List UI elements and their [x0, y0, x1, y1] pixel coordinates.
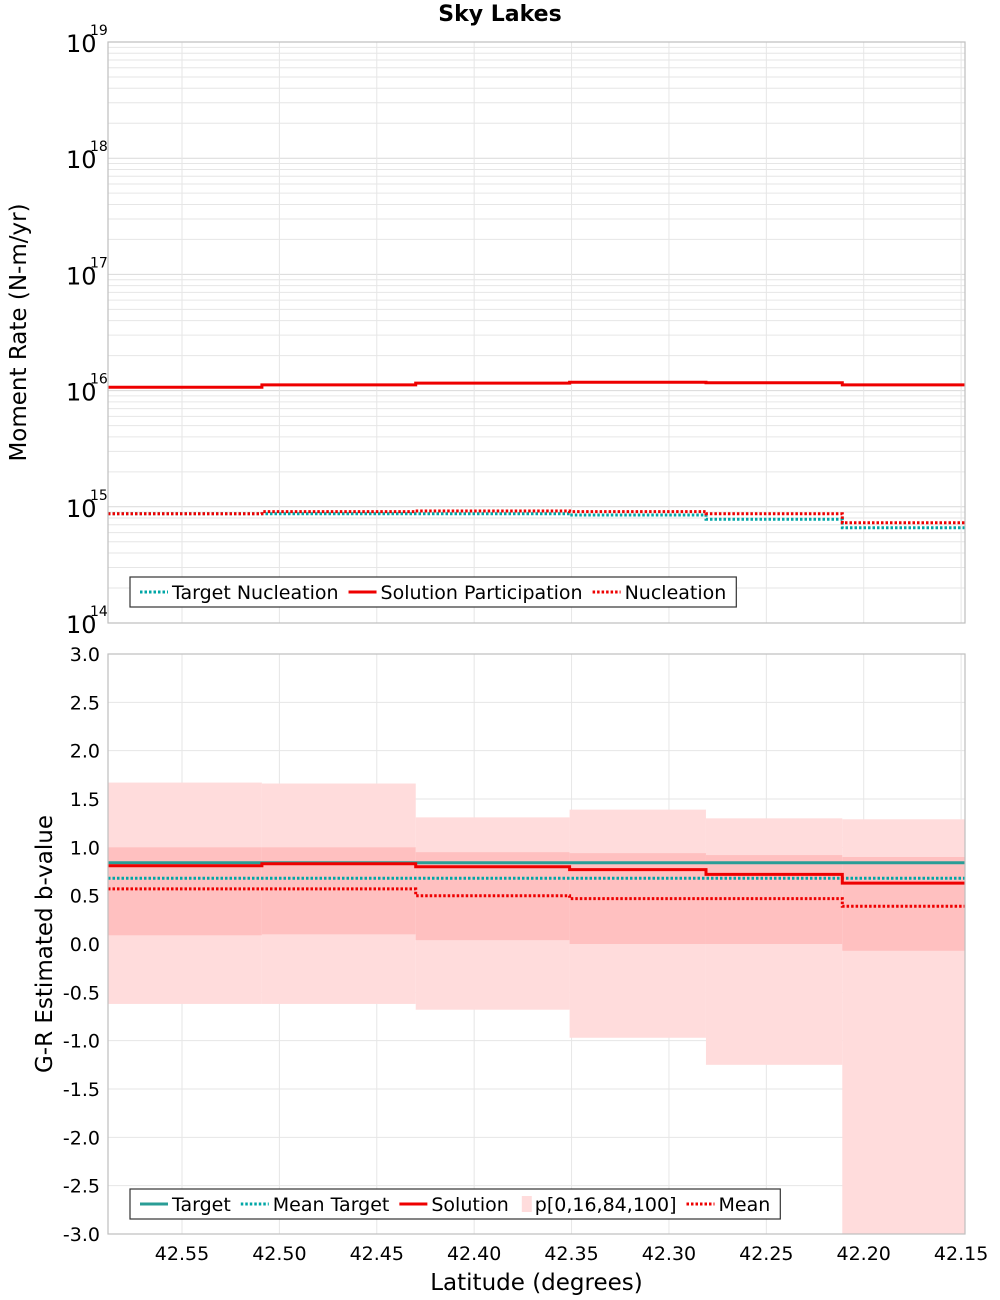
y-tick-exponent: 16: [90, 372, 108, 388]
legend-item-mean-target: Mean Target: [240, 1194, 390, 1216]
plot-frame: [107, 41, 966, 624]
y-tick-label: 0.0: [70, 934, 100, 956]
legend-label-solution: Solution: [431, 1194, 508, 1216]
y-tick-label: 2.5: [70, 692, 100, 714]
legend-box: [129, 1188, 781, 1220]
legend-item-target-nucleation: Target Nucleation: [140, 582, 339, 604]
y-axis-label: G-R Estimated b-value: [32, 815, 58, 1073]
gridlines: [108, 42, 965, 624]
legend-label-p-0-16-84-100: p[0,16,84,100]: [535, 1194, 677, 1216]
y-tick-base: 10: [66, 262, 97, 290]
legend-item-solution-participation: Solution Participation: [348, 582, 583, 604]
legend-swatch-p-0-16-84-100: [521, 1196, 532, 1212]
x-tick-labels: 42.55 42.50 42.45 42.40 42.35 42.30 42.25 42.20…: [155, 1243, 988, 1265]
y-tick-exponent: 14: [90, 604, 108, 620]
y-tick-exponent: 17: [90, 255, 108, 271]
y-tick-base: 10: [66, 495, 97, 523]
series-line-solution: [108, 862, 965, 885]
legend-item-solution: Solution: [399, 1194, 509, 1216]
legend-label-mean: Mean: [719, 1194, 771, 1216]
x-tick-label: 42.35: [544, 1243, 598, 1265]
y-tick-label: -1.0: [63, 1031, 100, 1053]
y-tick-base: 10: [66, 611, 97, 639]
y-tick-label: -1.5: [63, 1079, 100, 1101]
x-axis-label: Latitude (degrees): [430, 1270, 643, 1296]
y-tick-label: 0.5: [70, 886, 100, 908]
series-line-solution-participation: [108, 380, 965, 389]
y-tick-exponent: 19: [90, 23, 108, 39]
legend-box: [129, 576, 737, 608]
legend-label-target: Target: [171, 1194, 231, 1216]
chart-title: Sky Lakes: [438, 2, 562, 27]
x-tick-label: 42.45: [350, 1243, 404, 1265]
x-tick-label: 42.55: [155, 1243, 209, 1265]
band-inner: [108, 847, 262, 936]
series-line-nucleation: [108, 509, 965, 525]
legend-item-target: Target: [140, 1194, 231, 1216]
legend: Target Mean Target Solution p[0,16,84,100] M…: [129, 1188, 781, 1220]
b-value-panel: -3.0 -2.5 -2.0 -1.5 -1.0 -0.5 0.0 0.5 1.0 1.5 2.0 2…: [32, 644, 988, 1296]
y-tick-base: 10: [66, 379, 97, 407]
legend-item-mean: Mean: [686, 1194, 771, 1216]
y-tick-label: 1.0: [70, 837, 100, 859]
legend-label-nucleation: Nucleation: [625, 582, 727, 604]
band-inner: [261, 847, 416, 935]
y-axis-label: Moment Rate (N-m/yr): [6, 203, 32, 461]
band-inner: [842, 857, 965, 951]
y-tick-label: -2.0: [63, 1127, 100, 1149]
x-tick-label: 42.30: [642, 1243, 696, 1265]
x-tick-label: 42.40: [447, 1243, 501, 1265]
y-tick-label: -3.0: [63, 1224, 100, 1246]
y-tick-label: -2.5: [63, 1176, 100, 1198]
y-tick-label: 3.0: [70, 644, 100, 666]
y-tick-base: 10: [66, 30, 97, 58]
y-tick-labels: -3.0 -2.5 -2.0 -1.5 -1.0 -0.5 0.0 0.5 1.0 1.5 2.0 2…: [63, 644, 100, 1246]
y-tick-label: 2.0: [70, 741, 100, 763]
x-tick-label: 42.20: [837, 1243, 891, 1265]
y-tick-exponent: 15: [90, 488, 108, 504]
legend: Target Nucleation Solution Participation N…: [129, 576, 737, 608]
y-tick-label: 1.5: [70, 789, 100, 811]
x-tick-label: 42.25: [739, 1243, 793, 1265]
legend-label-target-nucleation: Target Nucleation: [171, 582, 339, 604]
y-tick-exponent: 18: [90, 139, 108, 155]
y-tick-label: -0.5: [63, 982, 100, 1004]
plot-area: [108, 42, 965, 623]
plot-frame: [107, 653, 966, 1235]
y-tick-base: 10: [66, 146, 97, 174]
legend-label-mean-target: Mean Target: [273, 1194, 390, 1216]
legend-label-solution-participation: Solution Participation: [381, 582, 583, 604]
x-tick-label: 42.15: [934, 1243, 988, 1265]
legend-item-nucleation: Nucleation: [592, 582, 727, 604]
series-line-mean: [108, 887, 965, 908]
x-tick-label: 42.50: [252, 1243, 306, 1265]
legend-item-p-0-16-84-100: p[0,16,84,100]: [521, 1194, 677, 1216]
